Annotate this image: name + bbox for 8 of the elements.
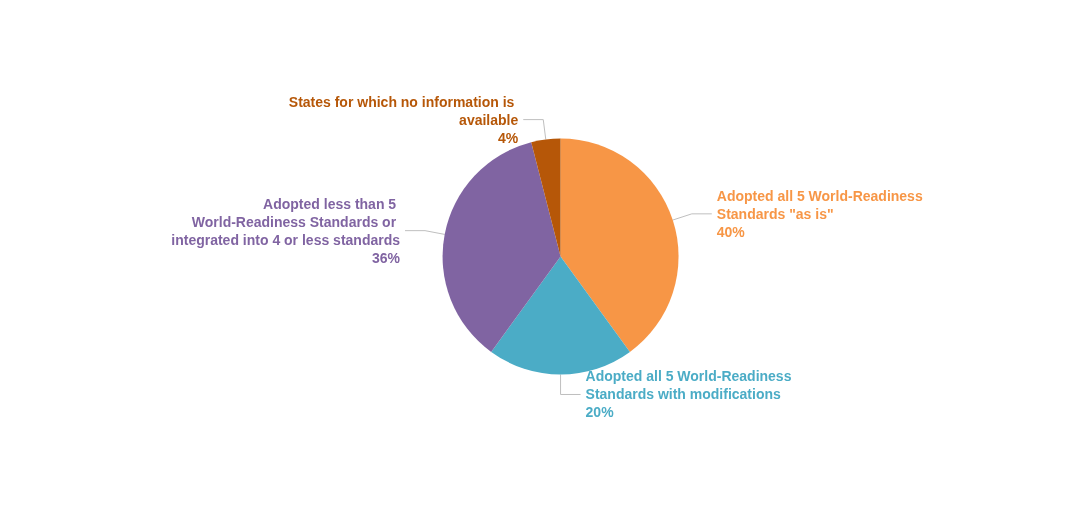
data-label: 4% <box>498 129 519 146</box>
slice-label: Adopted all 5 World-Readiness Standards with modifications <box>585 368 796 403</box>
slice-label: Adopted less than 5 World-Readiness Standards or integrated into 4 or less standards <box>171 195 401 248</box>
data-label: 36% <box>371 249 401 266</box>
data-label: 20% <box>585 404 615 421</box>
slice-label: Adopted all 5 World-Readiness Standards "as is" <box>716 187 927 222</box>
data-label: 40% <box>716 223 746 240</box>
slice-label: States for which no information is available <box>288 93 519 128</box>
